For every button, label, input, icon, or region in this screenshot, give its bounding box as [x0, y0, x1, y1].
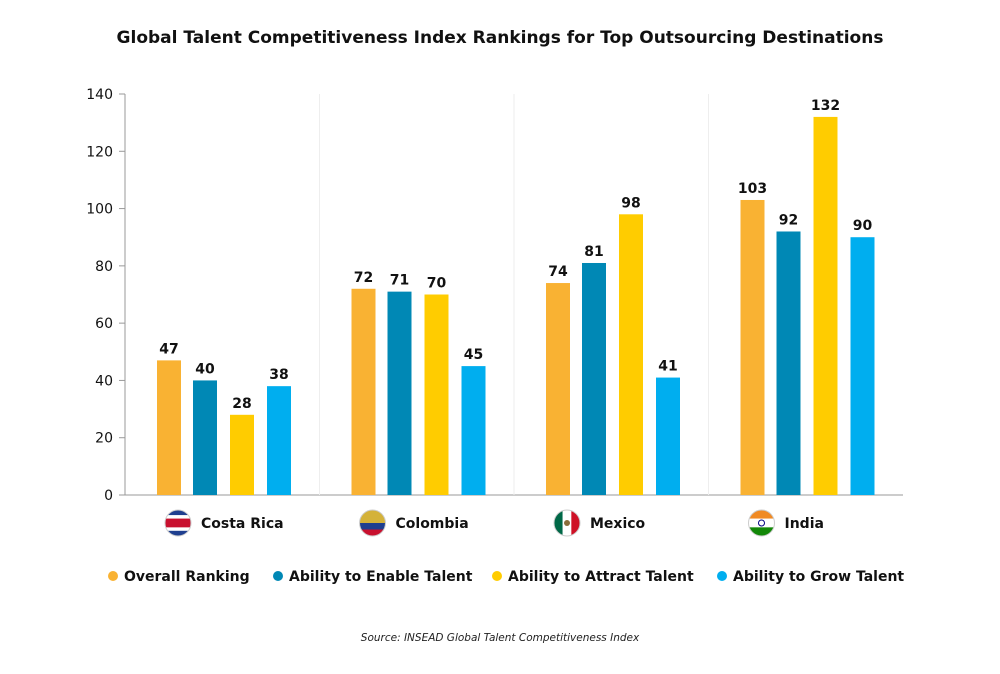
- bar-ability-to-attract-talent: [424, 294, 449, 495]
- data-label: 28: [232, 396, 251, 412]
- flag-border: [164, 509, 192, 537]
- bar-ability-to-grow-talent: [461, 366, 486, 495]
- legend-marker: [273, 571, 283, 581]
- flag-border: [553, 509, 581, 537]
- costa-rica-flag-icon: [165, 510, 191, 536]
- bar-ability-to-enable-talent: [387, 291, 412, 495]
- bar-ability-to-enable-talent: [776, 231, 801, 495]
- bar-ability-to-attract-talent: [619, 214, 643, 496]
- data-label: 103: [738, 181, 767, 197]
- bar-ability-to-attract-talent: [813, 116, 838, 496]
- flag-border: [359, 509, 386, 537]
- data-label: 90: [853, 218, 873, 234]
- category-label: Mexico: [590, 516, 646, 532]
- data-label: 41: [658, 359, 677, 375]
- bar-overall-ranking: [351, 288, 376, 495]
- bar-ability-to-attract-talent: [230, 414, 254, 495]
- chart-title: Global Talent Competitiveness Index Rank…: [116, 28, 884, 48]
- source-note: Source: INSEAD Global Talent Competitive…: [360, 632, 640, 644]
- y-tick-label: 80: [95, 259, 113, 275]
- data-label: 81: [584, 244, 603, 260]
- legend-label: Overall Ranking: [124, 569, 250, 585]
- y-tick-label: 20: [95, 431, 113, 447]
- bar-overall-ranking: [740, 199, 765, 495]
- bar-ability-to-enable-talent: [193, 380, 217, 495]
- data-label: 98: [621, 195, 640, 211]
- legend-marker: [717, 571, 727, 581]
- y-tick-label: 120: [86, 144, 113, 160]
- y-tick-label: 60: [95, 316, 113, 332]
- y-tick-label: 40: [95, 373, 113, 389]
- bar-overall-ranking: [157, 360, 181, 495]
- bar-ability-to-enable-talent: [582, 262, 606, 495]
- data-label: 45: [464, 347, 483, 363]
- data-label: 132: [811, 98, 840, 114]
- data-label: 71: [390, 273, 409, 289]
- flag-border: [748, 509, 775, 537]
- mexico-flag-icon: [554, 510, 580, 536]
- y-tick-label: 0: [104, 488, 113, 504]
- bar-ability-to-grow-talent: [267, 386, 291, 495]
- legend-label: Ability to Enable Talent: [289, 569, 473, 585]
- legend-marker: [108, 571, 118, 581]
- bar-overall-ranking: [546, 283, 570, 495]
- data-label: 72: [354, 270, 373, 286]
- legend-label: Ability to Grow Talent: [733, 569, 904, 585]
- category-label: Costa Rica: [201, 516, 284, 532]
- legend-marker: [492, 571, 502, 581]
- category-label: Colombia: [396, 516, 469, 532]
- category-label: India: [785, 516, 824, 532]
- bar-ability-to-grow-talent: [850, 237, 875, 495]
- data-label: 70: [427, 276, 447, 292]
- colombia-flag-icon: [359, 510, 386, 536]
- legend-label: Ability to Attract Talent: [508, 569, 694, 585]
- bar-ability-to-grow-talent: [656, 377, 680, 495]
- y-tick-label: 140: [86, 87, 113, 103]
- india-flag-icon: [748, 510, 775, 536]
- y-tick-label: 100: [86, 202, 113, 218]
- data-label: 40: [195, 361, 215, 377]
- data-label: 92: [779, 212, 798, 228]
- data-label: 74: [548, 264, 568, 280]
- data-label: 38: [269, 367, 288, 383]
- data-label: 47: [159, 341, 178, 357]
